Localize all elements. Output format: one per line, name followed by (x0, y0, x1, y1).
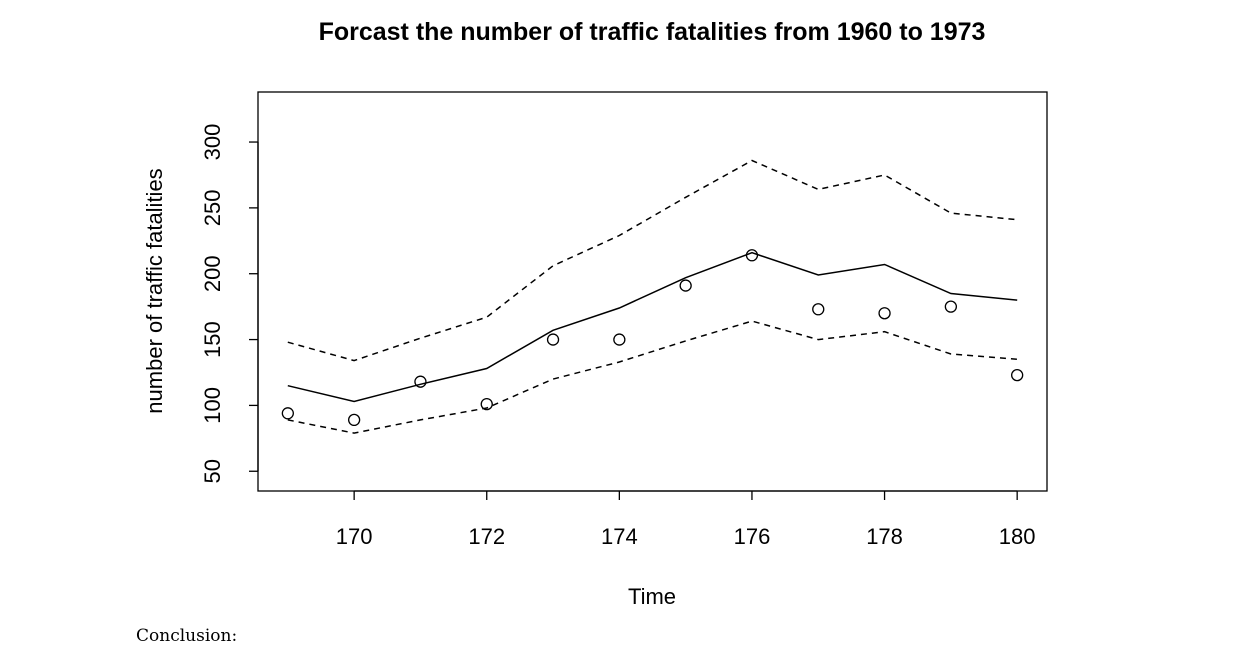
x-tick-label: 176 (734, 524, 771, 549)
conclusion-label: Conclusion: (136, 626, 238, 646)
observed-point (613, 333, 626, 346)
series-layer (281, 159, 1024, 434)
x-tick-label: 172 (468, 524, 505, 549)
observed-point (281, 407, 294, 420)
observed-point (414, 375, 427, 388)
observed-point (944, 300, 958, 313)
forecast-line (287, 251, 1018, 403)
observed-point (546, 333, 560, 346)
observed-point (480, 397, 493, 411)
y-tick-label: 300 (200, 124, 225, 161)
x-axis: 170 172 174 176 178 180 (336, 490, 1036, 549)
y-tick-label: 100 (200, 387, 225, 424)
observed-point (679, 279, 692, 292)
observed-point (812, 303, 825, 316)
x-axis-label: Time (628, 584, 676, 609)
chart-title: Forcast the number of traffic fatalities… (319, 18, 986, 46)
x-tick-label: 174 (601, 524, 638, 549)
y-tick-label: 200 (200, 255, 225, 292)
lower-line (287, 320, 1018, 434)
y-tick-label: 250 (200, 190, 225, 227)
x-tick-label: 178 (866, 524, 903, 549)
observed-point (878, 307, 891, 320)
plot-frame (257, 91, 1048, 492)
y-tick-label: 150 (200, 321, 225, 358)
upper-line (287, 159, 1018, 362)
observed-point (347, 413, 361, 427)
y-axis: 50 100 150 200 250 300 (200, 124, 259, 483)
y-axis-label: number of traffic fatalities (142, 168, 167, 413)
x-tick-label: 170 (336, 524, 373, 549)
observed-point (745, 249, 759, 262)
y-tick-label: 50 (200, 459, 225, 483)
observed-point (1011, 368, 1024, 382)
x-tick-label: 180 (999, 524, 1036, 549)
